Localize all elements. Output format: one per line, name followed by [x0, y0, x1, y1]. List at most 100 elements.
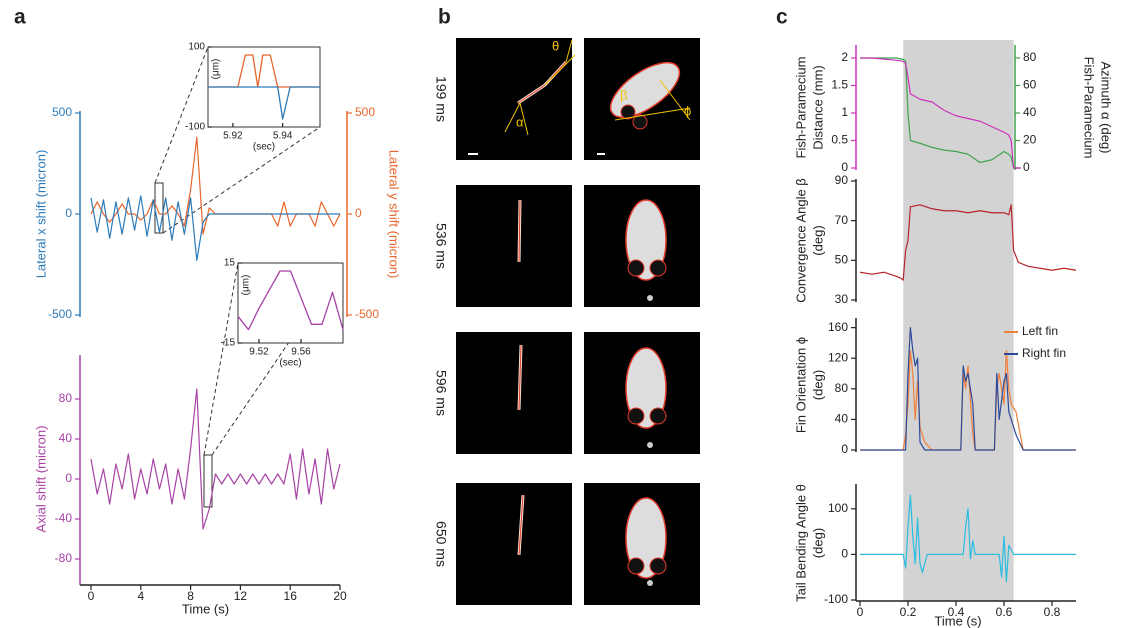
eye [649, 407, 667, 425]
series-line [860, 57, 1021, 169]
y-tick-label: 50 [835, 253, 849, 267]
y-axis-label: Tail Bending Angle θ [793, 484, 808, 602]
y-tick-label: 0 [841, 160, 848, 174]
series-line [90, 388, 341, 530]
series-line [237, 270, 344, 331]
y-tick-label: 2 [841, 50, 848, 64]
chart: -15 15 (μm) 9.52 9.56(sec) [221, 258, 344, 369]
y-tick-label: 40 [835, 412, 849, 426]
panel-label: a [14, 6, 26, 29]
y-tick-label: 0 [841, 442, 848, 456]
x-axis-label: (sec) [253, 142, 275, 153]
x-tick-label: 9.56 [291, 347, 311, 358]
y-tick-label: -15 [221, 338, 236, 349]
y2-axis-label: Azimuth α (deg) [1099, 61, 1114, 153]
y-tick-label: 120 [828, 350, 848, 364]
inset-frame [237, 262, 344, 344]
zoom-markers [154, 46, 344, 508]
y-axis-label: Lateral x shift (micron) [33, 150, 48, 279]
paramecium [647, 442, 653, 448]
y-axis-label: Fish-Paramecium [793, 57, 808, 159]
y-axis-label: (deg) [810, 225, 825, 255]
x-tick-label: 5.94 [273, 131, 293, 142]
x-tick-label: 20 [333, 589, 347, 603]
x-tick-label: 5.92 [223, 131, 243, 142]
y-tick-label: 90 [835, 173, 849, 187]
shaded-region [903, 40, 1014, 172]
angle-lines [614, 79, 691, 121]
y-axis-label: Convergence Angle β [793, 178, 808, 303]
y-tick-label: 1.5 [831, 78, 848, 92]
y-tick-label: 160 [828, 320, 848, 334]
series-line [90, 195, 340, 262]
y-axis-label: Fin Orientation ϕ [793, 337, 808, 433]
y2-tick-label: 40 [1023, 105, 1037, 119]
y-tick-label: -100 [185, 122, 205, 133]
zoom-box [203, 454, 213, 508]
y-axis-label: Distance (mm) [810, 65, 825, 150]
y-tick-label: -100 [824, 592, 848, 606]
x-tick-label: 0 [88, 589, 95, 603]
y-tick-label: 30 [835, 292, 849, 306]
y2-tick-label: 20 [1023, 133, 1037, 147]
paramecium [647, 295, 653, 301]
paramecium [647, 580, 653, 586]
y2-axis-label: Lateral y shift (micron) [387, 150, 402, 279]
chart: 0 40 80 120 160 Fin Orientation ϕ (deg) Left fi… [793, 306, 1076, 464]
y-axis-label: (deg) [810, 370, 825, 400]
y-tick-label: 0.5 [831, 133, 848, 147]
y-axis-label: Axial shift (micron) [33, 426, 48, 533]
y2-tick-label: 80 [1023, 50, 1037, 64]
series-line [860, 327, 1076, 451]
y-tick-label: 100 [188, 42, 205, 53]
series-line [208, 86, 320, 120]
x-axis-label: Time (s) [934, 613, 981, 628]
angle-lines [504, 39, 576, 136]
eye [620, 104, 636, 120]
y-tick-label: 80 [835, 381, 849, 395]
y2-tick-label: 60 [1023, 78, 1037, 92]
zoom-connector [211, 262, 344, 456]
y2-tick-label: 0 [1023, 160, 1030, 174]
x-tick-label: 4 [137, 589, 144, 603]
y-tick-label: 40 [59, 431, 73, 445]
chart: -80 -40 0 40 80 Axial shift (micron) 0 4 8 12 16 20… [33, 355, 347, 616]
eye [627, 259, 645, 277]
eye [649, 259, 667, 277]
y2-axis-label: Fish-Paramecium [1082, 57, 1097, 159]
x-tick-label: 12 [234, 589, 248, 603]
eye [627, 557, 645, 575]
y-axis-label: (μm) [211, 59, 222, 80]
x-axis-label: Time (s) [182, 601, 229, 616]
y-axis-label: (μm) [241, 275, 252, 296]
legend-label: Left fin [1022, 324, 1058, 338]
y-tick-label: -500 [48, 307, 72, 321]
image [456, 38, 572, 160]
eye [632, 114, 648, 130]
fish-head [609, 61, 681, 119]
zoom-connector [203, 262, 239, 456]
fish-outline [518, 344, 522, 411]
y-tick-label: 1 [841, 105, 848, 119]
panel-label: b [438, 6, 451, 29]
y2-tick-label: 0 [355, 206, 362, 220]
x-axis-label: (sec) [279, 358, 301, 369]
shaded-region [903, 172, 1014, 306]
x-tick-label: 0 [857, 605, 864, 619]
series-line [860, 494, 1076, 583]
panel-label: c [776, 6, 788, 29]
x-tick-label: 8 [187, 589, 194, 603]
image [456, 185, 572, 307]
x-tick-label: 9.52 [249, 347, 269, 358]
y-tick-label: 100 [828, 501, 848, 515]
y-tick-label: 15 [224, 258, 236, 269]
y-tick-label: -80 [55, 551, 73, 565]
y-axis-label: (deg) [810, 528, 825, 558]
y-tick-label: 500 [52, 105, 72, 119]
series-line [90, 136, 341, 235]
chart: 30 50 70 90 Convergence Angle β (deg) [793, 172, 1077, 306]
y-tick-label: 80 [59, 391, 73, 405]
shaded-region [903, 464, 1014, 601]
zoom-connector [154, 46, 209, 184]
